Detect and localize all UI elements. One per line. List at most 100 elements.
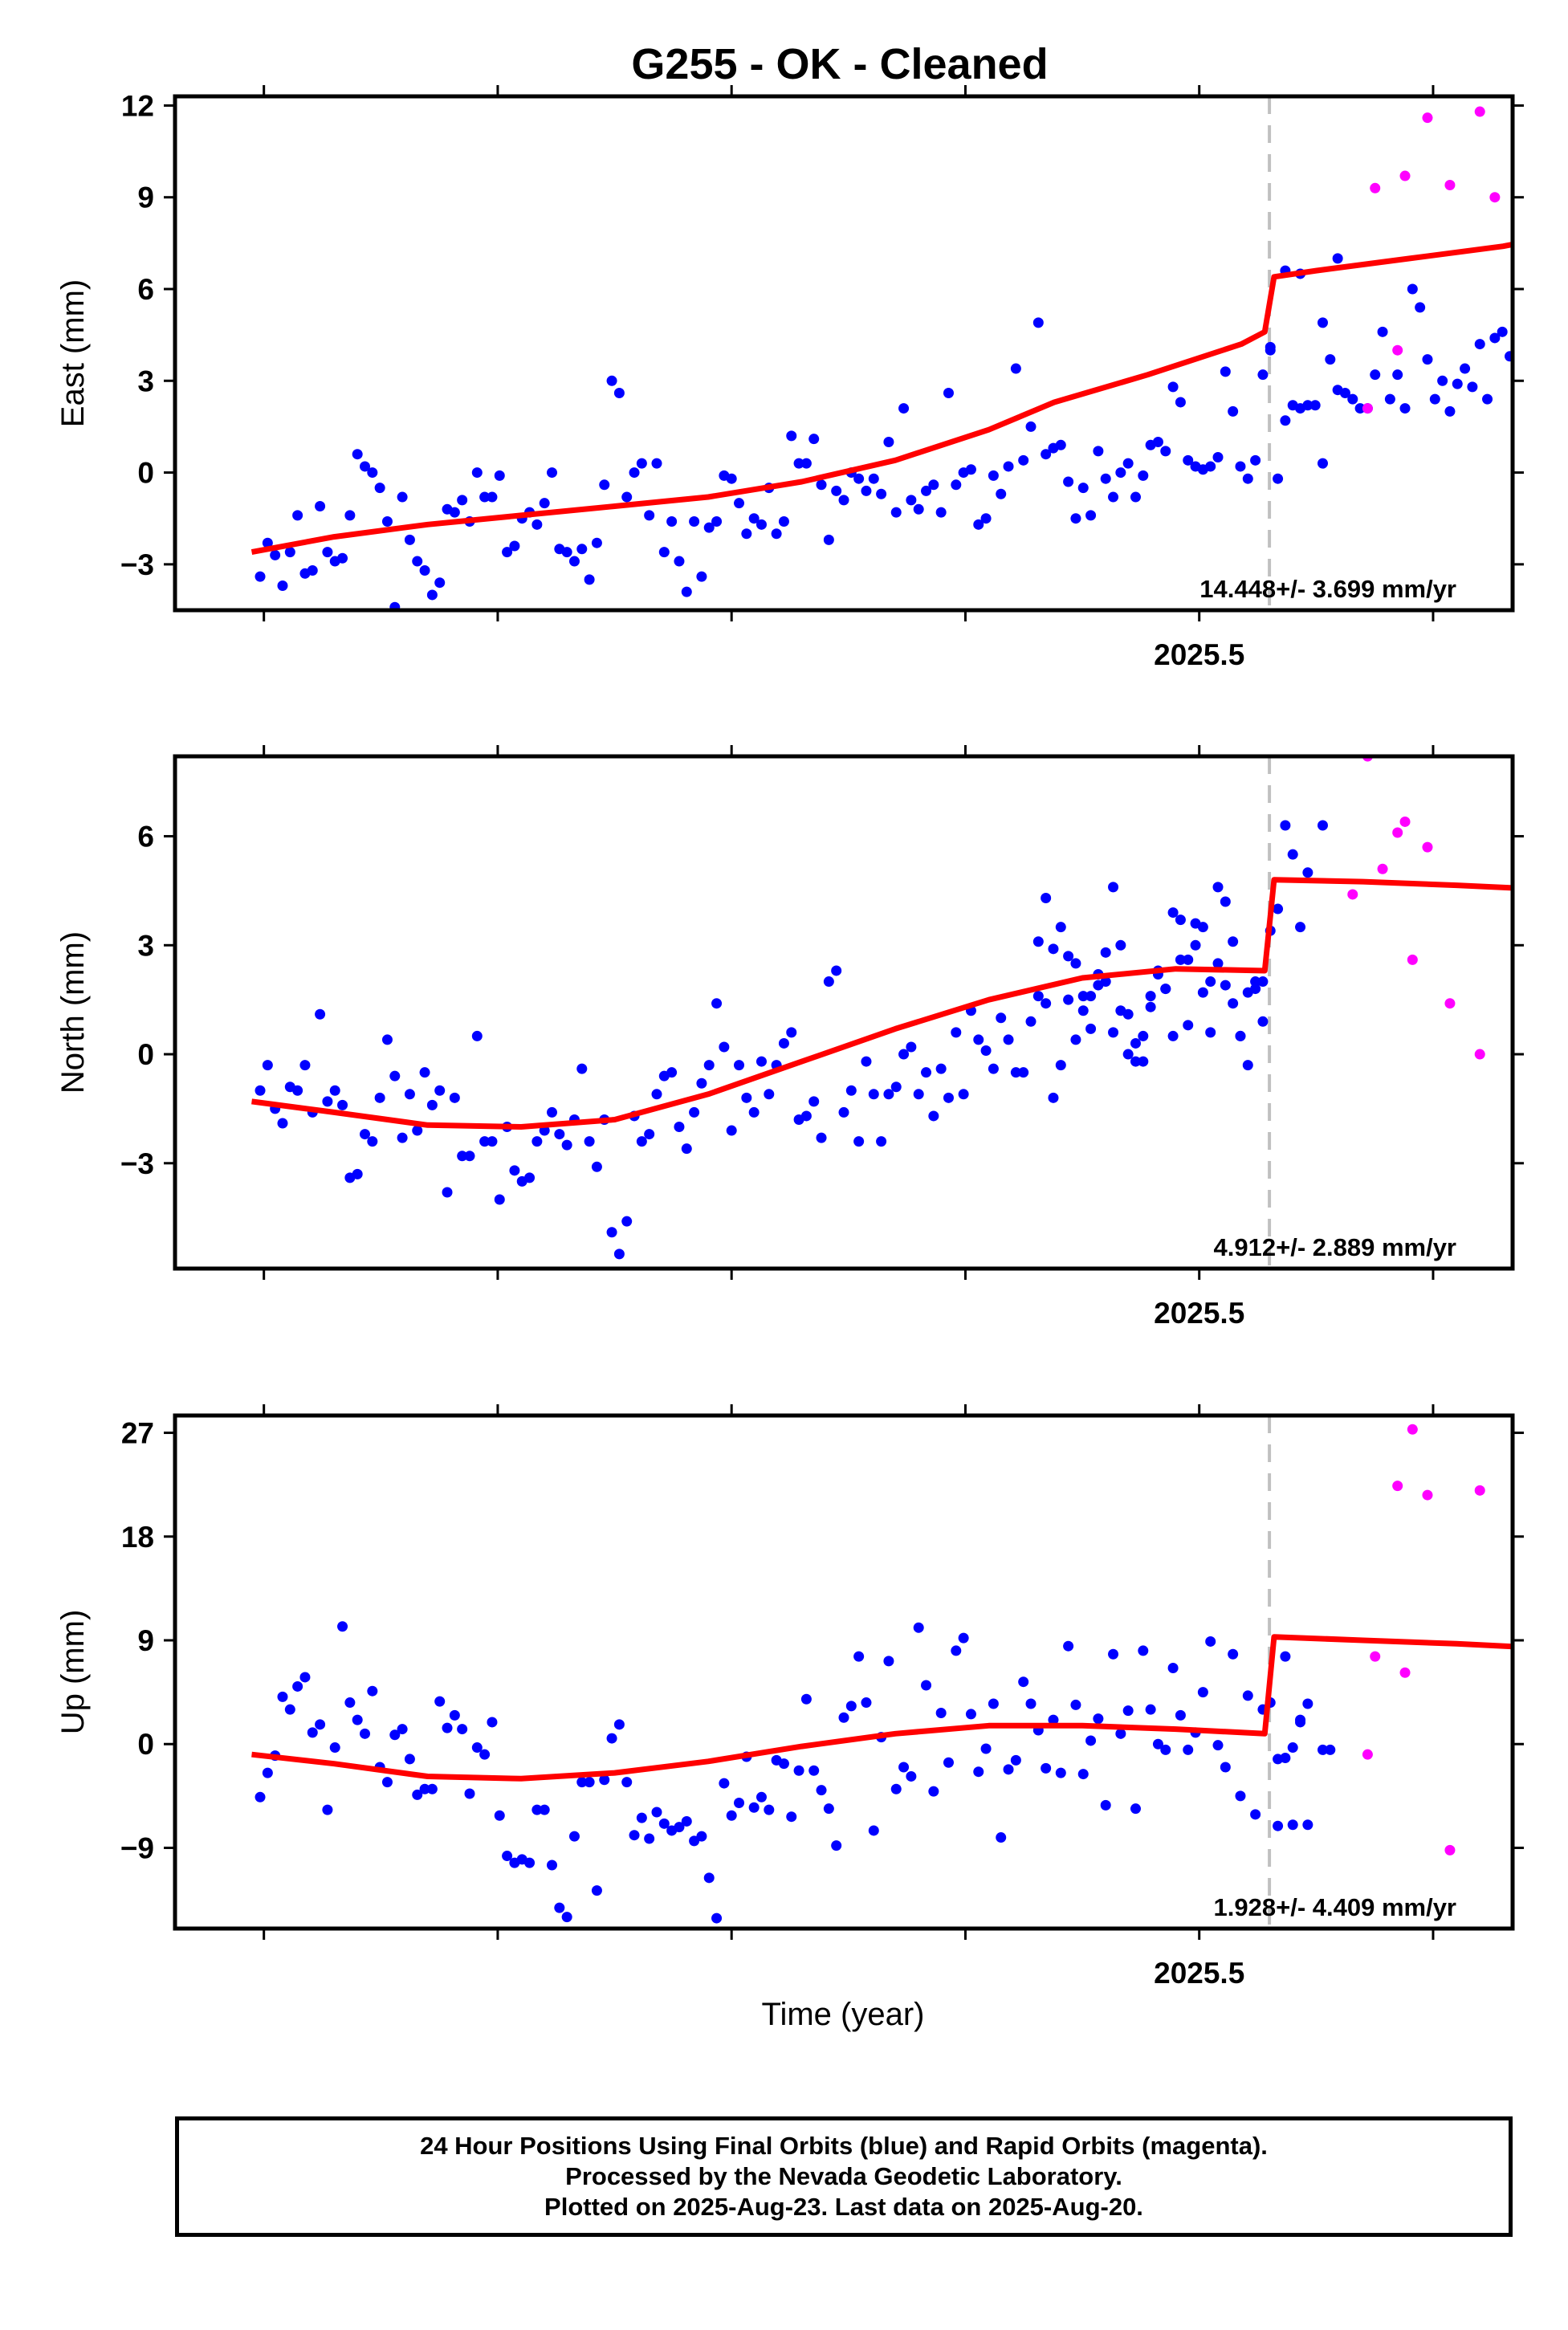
final-orbit-point xyxy=(1295,1717,1306,1728)
final-orbit-point xyxy=(726,1810,737,1821)
final-orbit-point xyxy=(1302,867,1313,878)
final-orbit-point xyxy=(755,1056,767,1067)
final-orbit-point xyxy=(471,1030,483,1041)
rapid-orbit-point xyxy=(1422,112,1433,124)
final-orbit-point xyxy=(996,1832,1007,1843)
final-orbit-point xyxy=(831,485,842,496)
final-orbit-point xyxy=(1070,1034,1081,1045)
final-orbit-point xyxy=(800,458,812,469)
final-orbit-point xyxy=(1018,454,1029,466)
final-orbit-point xyxy=(816,1132,827,1143)
final-orbit-point xyxy=(644,510,655,521)
final-orbit-point xyxy=(1228,1648,1239,1660)
final-orbit-point xyxy=(1160,984,1171,995)
final-orbit-point xyxy=(487,1136,498,1147)
final-orbit-point xyxy=(674,1822,685,1833)
final-orbit-point xyxy=(928,1786,939,1797)
final-orbit-point xyxy=(876,488,887,499)
final-orbit-point xyxy=(1063,951,1074,962)
final-orbit-point xyxy=(591,1161,602,1172)
final-orbit-point xyxy=(419,1783,430,1794)
final-orbit-point xyxy=(711,998,723,1009)
final-orbit-point xyxy=(1122,458,1134,469)
final-orbit-point xyxy=(262,1767,273,1778)
final-orbit-point xyxy=(689,516,700,528)
model-curve xyxy=(250,241,1513,556)
final-orbit-point xyxy=(1250,1809,1261,1820)
final-orbit-point xyxy=(1295,922,1306,933)
final-orbit-point xyxy=(1527,339,1537,349)
final-orbit-point xyxy=(1384,393,1395,405)
final-orbit-point xyxy=(853,473,865,484)
final-orbit-point xyxy=(426,1783,438,1794)
final-orbit-point xyxy=(1093,1713,1104,1725)
final-orbit-point xyxy=(1018,1067,1029,1078)
final-orbit-point xyxy=(1175,1709,1186,1721)
final-orbit-point xyxy=(621,491,633,503)
final-orbit-point xyxy=(996,1012,1007,1024)
final-orbit-point xyxy=(292,1680,303,1692)
panel-1: −3 0 3 6 9 12 2025.5 East (mm) 14.448+/- 3.699 m… xyxy=(55,85,1537,671)
final-orbit-point xyxy=(636,458,647,469)
final-orbit-point xyxy=(808,434,820,445)
final-orbit-point xyxy=(494,1194,505,1205)
final-orbit-point xyxy=(681,1815,692,1827)
final-orbit-point xyxy=(381,516,393,528)
final-orbit-point xyxy=(935,1707,947,1718)
rapid-orbit-point xyxy=(1370,1651,1381,1662)
final-orbit-point xyxy=(1422,354,1433,365)
final-orbit-point xyxy=(1100,947,1111,958)
final-orbit-point xyxy=(1025,1698,1037,1709)
final-orbit-point xyxy=(1175,397,1186,408)
model-curve xyxy=(251,877,1513,1130)
final-orbit-point xyxy=(322,1096,333,1107)
final-orbit-point xyxy=(509,540,520,552)
final-orbit-point xyxy=(1302,400,1313,411)
final-orbit-point xyxy=(1220,366,1231,377)
final-orbit-point xyxy=(831,965,842,976)
final-orbit-point xyxy=(890,1783,902,1794)
final-orbit-point xyxy=(1130,1056,1141,1067)
x-tick-label: 2025.5 xyxy=(1154,1297,1244,1330)
final-orbit-point xyxy=(434,1085,446,1096)
final-orbit-point xyxy=(898,1049,910,1060)
final-orbit-point xyxy=(1317,820,1328,831)
final-orbit-point xyxy=(1055,1060,1066,1071)
final-orbit-point xyxy=(397,1132,408,1143)
final-orbit-point xyxy=(315,500,326,511)
final-orbit-point xyxy=(800,1693,812,1705)
final-orbit-point xyxy=(1041,998,1052,1009)
final-orbit-point xyxy=(1167,1662,1179,1673)
final-orbit-point xyxy=(292,510,303,521)
rapid-orbit-point xyxy=(1392,827,1403,838)
final-orbit-point xyxy=(322,547,333,558)
velocity-label: 4.912+/- 2.889 mm/yr xyxy=(1214,1233,1456,1261)
final-orbit-point xyxy=(1145,1704,1156,1715)
final-orbit-point xyxy=(449,1709,460,1721)
final-orbit-point xyxy=(965,464,976,475)
final-orbit-point xyxy=(412,1125,423,1136)
final-orbit-point xyxy=(845,1701,857,1712)
plot-frame xyxy=(173,1413,1515,1931)
final-orbit-point xyxy=(1520,413,1530,423)
final-orbit-point xyxy=(360,1728,371,1739)
x-tick-label: 2025.5 xyxy=(1154,1957,1244,1990)
final-orbit-point xyxy=(576,1777,588,1788)
y-tick-label: 6 xyxy=(137,273,154,306)
final-orbit-point xyxy=(606,1733,617,1744)
final-orbit-point xyxy=(255,1085,266,1096)
final-orbit-point xyxy=(360,1129,371,1140)
final-orbit-point xyxy=(1055,922,1066,933)
final-orbit-point xyxy=(868,1825,879,1836)
final-orbit-point xyxy=(1482,393,1493,405)
final-orbit-point xyxy=(1032,991,1044,1002)
final-orbit-point xyxy=(1122,1705,1134,1717)
final-orbit-point xyxy=(502,1851,513,1862)
final-orbit-point xyxy=(1183,454,1194,466)
final-orbit-point xyxy=(568,556,580,567)
final-orbit-point xyxy=(651,1807,662,1818)
final-orbit-point xyxy=(1257,369,1269,381)
final-orbit-point xyxy=(883,1089,894,1100)
final-orbit-point xyxy=(734,498,745,509)
final-orbit-point xyxy=(674,1122,685,1133)
